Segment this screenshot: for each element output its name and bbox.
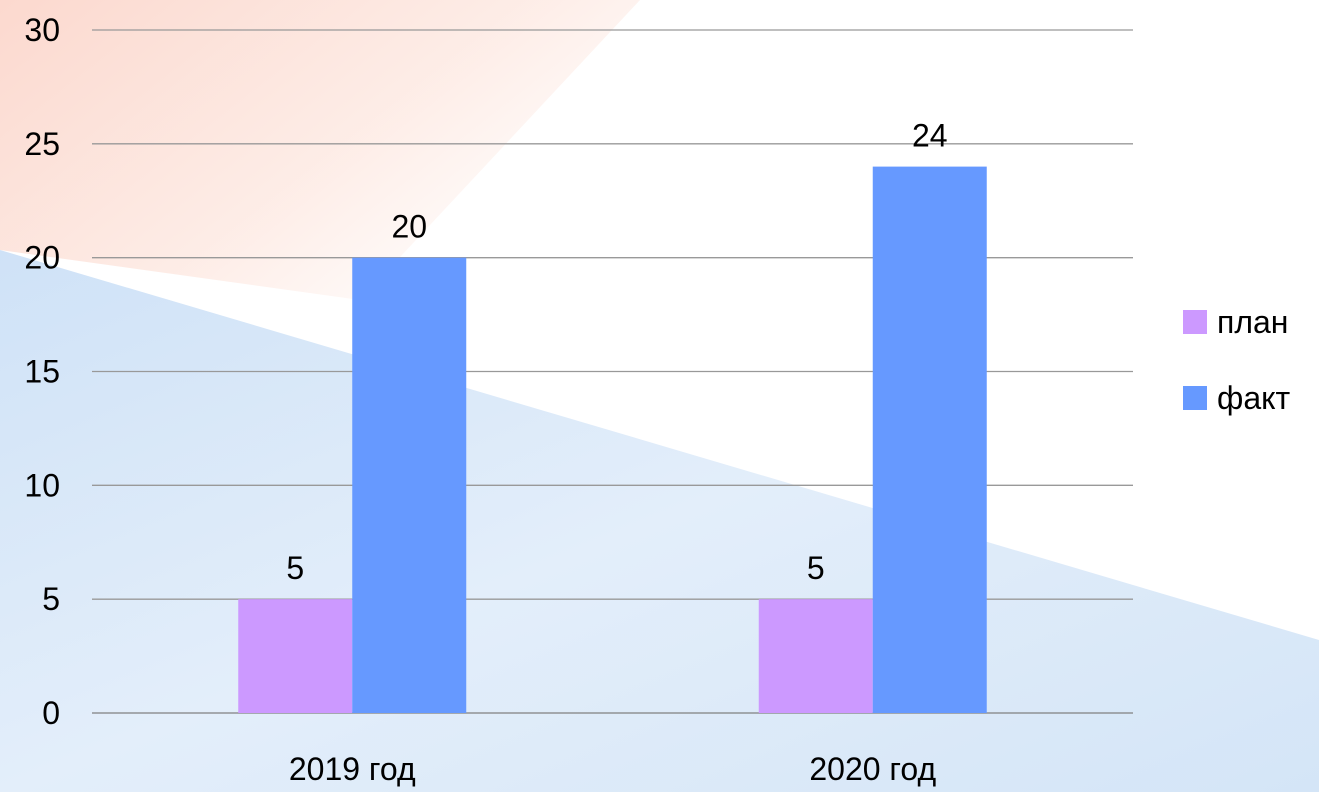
x-axis-category-labels: 2019 год 2020 год bbox=[289, 751, 937, 787]
y-tick-label: 0 bbox=[42, 695, 60, 731]
background-red-band bbox=[0, 0, 640, 300]
legend-label: план bbox=[1217, 304, 1288, 340]
bar-факт-1 bbox=[872, 166, 987, 714]
legend: план факт bbox=[1183, 304, 1290, 416]
legend-label: факт bbox=[1217, 380, 1290, 416]
data-label: 5 bbox=[286, 550, 304, 586]
y-tick-label: 15 bbox=[24, 354, 60, 390]
bar-план-0 bbox=[238, 599, 353, 713]
legend-swatch bbox=[1183, 310, 1207, 334]
x-category-label: 2019 год bbox=[289, 751, 416, 787]
data-label: 24 bbox=[912, 118, 948, 154]
bar-план-1 bbox=[758, 599, 873, 713]
y-tick-label: 25 bbox=[24, 126, 60, 162]
bar-факт-0 bbox=[352, 257, 467, 713]
data-label: 20 bbox=[391, 209, 427, 245]
y-tick-label: 5 bbox=[42, 581, 60, 617]
y-tick-label: 30 bbox=[24, 12, 60, 48]
y-tick-label: 10 bbox=[24, 467, 60, 503]
data-labels: 5 20 5 24 bbox=[286, 118, 947, 587]
y-tick-label: 20 bbox=[24, 240, 60, 276]
legend-swatch bbox=[1183, 386, 1207, 410]
x-category-label: 2020 год bbox=[809, 751, 936, 787]
bars bbox=[238, 166, 987, 714]
data-label: 5 bbox=[807, 550, 825, 586]
y-axis-tick-labels: 0 5 10 15 20 25 30 bbox=[24, 12, 60, 731]
